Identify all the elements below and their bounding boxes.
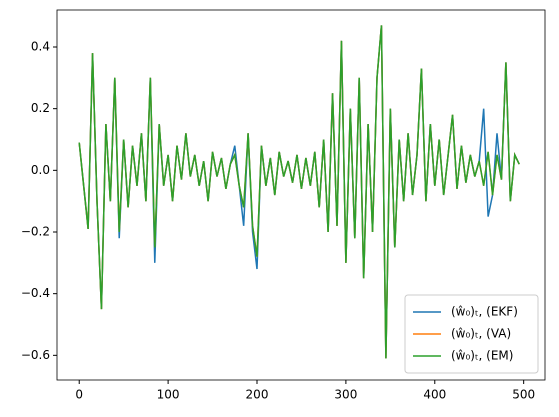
x-tick-label: 100 — [157, 388, 180, 402]
legend-label: (ŵ₀)ₜ, (EKF) — [451, 305, 518, 319]
y-tick-label: −0.6 — [21, 348, 50, 362]
x-tick-label: 200 — [246, 388, 269, 402]
legend-box — [404, 294, 539, 374]
y-tick-label: −0.2 — [21, 225, 50, 239]
legend-label: (ŵ₀)ₜ, (VA) — [451, 327, 511, 341]
y-tick-label: 0.4 — [31, 40, 50, 54]
x-tick-label: 0 — [75, 388, 83, 402]
plot-frame — [56, 9, 546, 381]
x-tick-label: 300 — [334, 388, 357, 402]
x-tick-label: 500 — [512, 388, 535, 402]
series-line — [78, 25, 520, 359]
y-tick-label: 0.0 — [31, 163, 50, 177]
x-tick-label: 400 — [423, 388, 446, 402]
y-tick-label: 0.2 — [31, 101, 50, 115]
legend-label: (ŵ₀)ₜ, (EM) — [451, 349, 513, 363]
y-tick-label: −0.4 — [21, 286, 50, 300]
